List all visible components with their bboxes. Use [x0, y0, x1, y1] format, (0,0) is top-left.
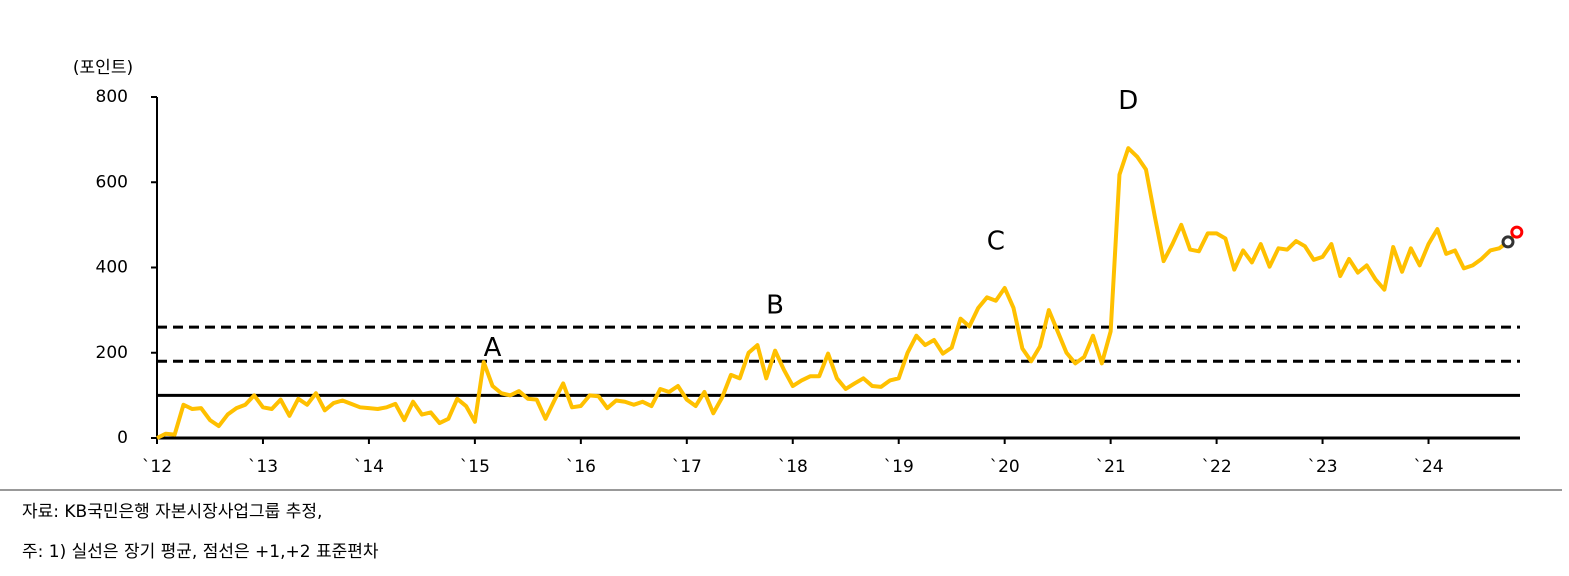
x-tick-label: `24	[1413, 457, 1443, 477]
y-tick-label: 600	[96, 172, 128, 192]
unit-label: (포인트)	[73, 58, 133, 78]
x-tick-label: `14	[354, 457, 384, 477]
y-tick-label: 200	[96, 343, 128, 363]
x-tick-label: `22	[1202, 457, 1232, 477]
x-tick-label: `17	[672, 457, 702, 477]
end-marker	[1501, 235, 1515, 249]
annotation: B	[766, 290, 784, 320]
annotation: C	[987, 226, 1005, 256]
x-tick-label: `20	[990, 457, 1020, 477]
y-tick-label: 800	[96, 87, 128, 107]
x-tick-label: `21	[1096, 457, 1126, 477]
x-tick-label: `15	[460, 457, 490, 477]
x-tick-label: `19	[884, 457, 914, 477]
x-tick-label: `12	[142, 457, 172, 477]
y-tick-label: 400	[96, 258, 128, 278]
x-tick-label: `23	[1307, 457, 1337, 477]
y-tick-label: 0	[117, 428, 128, 448]
note: 주: 1) 실선은 장기 평균, 점선은 +1,+2 표준편차	[22, 542, 379, 562]
end-marker	[1510, 225, 1524, 239]
x-tick-label: `18	[778, 457, 808, 477]
x-tick-label: `16	[566, 457, 596, 477]
annotation: A	[484, 333, 502, 363]
annotation: D	[1118, 86, 1138, 116]
x-tick-label: `13	[248, 457, 278, 477]
data-line	[156, 146, 1519, 440]
source: 자료: KB국민은행 자본시장사업그룹 추정,	[22, 502, 322, 522]
